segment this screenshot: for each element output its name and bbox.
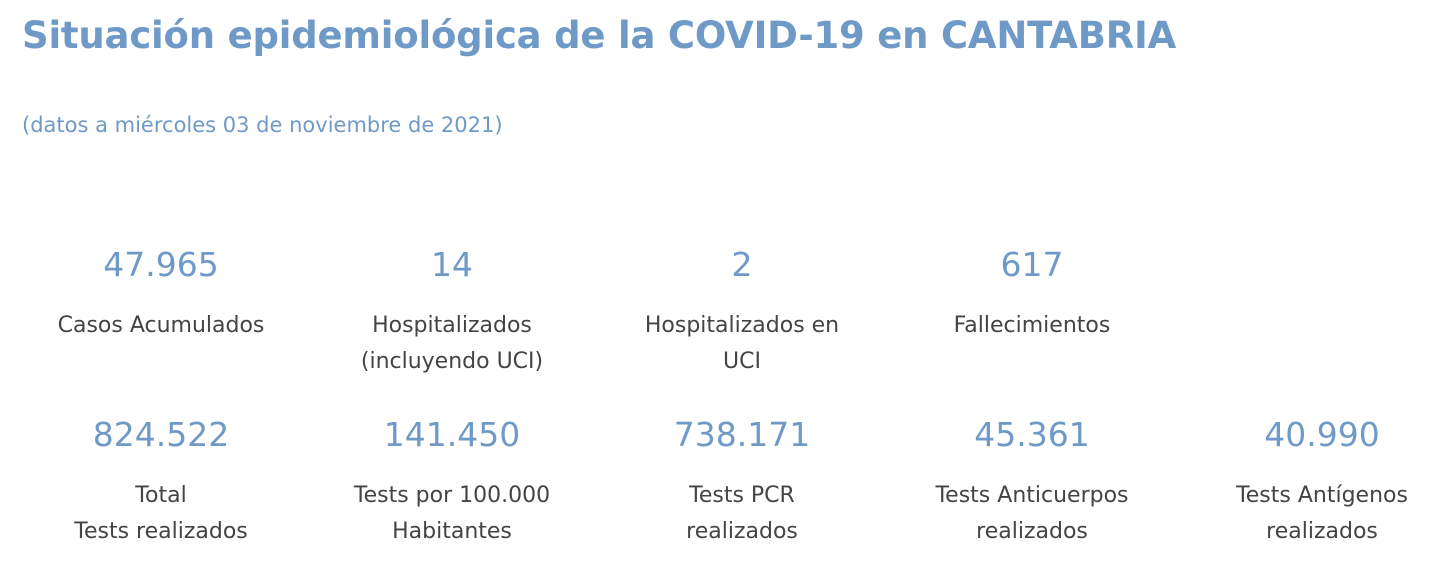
stat-label-line: Hospitalizados — [372, 313, 532, 338]
stat-label: Tests Antígenos realizados — [1192, 478, 1438, 550]
stat-tests-per-100k: 141.450 Tests por 100.000 Habitantes — [322, 413, 582, 550]
stat-value: 14 — [431, 245, 473, 284]
stat-label-line: realizados — [976, 519, 1088, 544]
stat-label: Tests por 100.000 Habitantes — [322, 478, 582, 550]
stat-value: 824.522 — [92, 415, 230, 454]
stat-hospitalized: 14 Hospitalizados (incluyendo UCI) — [322, 243, 582, 380]
stat-value: 40.990 — [1264, 415, 1380, 454]
stat-label-line: Fallecimientos — [953, 313, 1111, 338]
stat-label: Fallecimientos — [902, 308, 1162, 344]
stat-label-line: Tests por 100.000 — [353, 483, 551, 508]
stat-value: 617 — [1000, 245, 1064, 284]
stat-label: Hospitalizados en UCI — [612, 308, 872, 380]
stat-value: 2 — [731, 245, 753, 284]
data-date-note: (datos a miércoles 03 de noviembre de 20… — [22, 113, 503, 137]
stat-label-line: Tests PCR — [689, 483, 795, 508]
stat-value: 45.361 — [974, 415, 1090, 454]
stat-label-line: Tests Antígenos — [1236, 483, 1408, 508]
stat-label-line: realizados — [1266, 519, 1378, 544]
stat-value: 738.171 — [673, 415, 811, 454]
stat-pcr-tests: 738.171 Tests PCR realizados — [612, 413, 872, 550]
stat-label-line: Casos Acumulados — [57, 313, 265, 338]
stat-accumulated-cases: 47.965 Casos Acumulados — [31, 243, 291, 344]
stat-label: Tests PCR realizados — [612, 478, 872, 550]
stat-label-line: Hospitalizados en — [644, 313, 840, 338]
stat-label-line: (incluyendo UCI) — [360, 349, 544, 374]
stat-antibody-tests: 45.361 Tests Anticuerpos realizados — [902, 413, 1162, 550]
stat-label-line: realizados — [686, 519, 798, 544]
stat-antigen-tests: 40.990 Tests Antígenos realizados — [1192, 413, 1438, 550]
stat-label-line: Tests realizados — [74, 519, 248, 544]
stat-label-line: Tests Anticuerpos — [935, 483, 1129, 508]
stat-label-line: Habitantes — [392, 519, 512, 544]
stat-label-line: Total — [135, 483, 187, 508]
stat-label: Casos Acumulados — [31, 308, 291, 344]
stat-label: Total Tests realizados — [31, 478, 291, 550]
stat-deaths: 617 Fallecimientos — [902, 243, 1162, 344]
stat-value: 47.965 — [103, 245, 219, 284]
stat-label: Hospitalizados (incluyendo UCI) — [322, 308, 582, 380]
stat-value: 141.450 — [383, 415, 521, 454]
stat-label-line: UCI — [723, 349, 761, 374]
page-title: Situación epidemiológica de la COVID-19 … — [22, 14, 1177, 57]
stat-label: Tests Anticuerpos realizados — [902, 478, 1162, 550]
stat-icu: 2 Hospitalizados en UCI — [612, 243, 872, 380]
stat-total-tests: 824.522 Total Tests realizados — [31, 413, 291, 550]
